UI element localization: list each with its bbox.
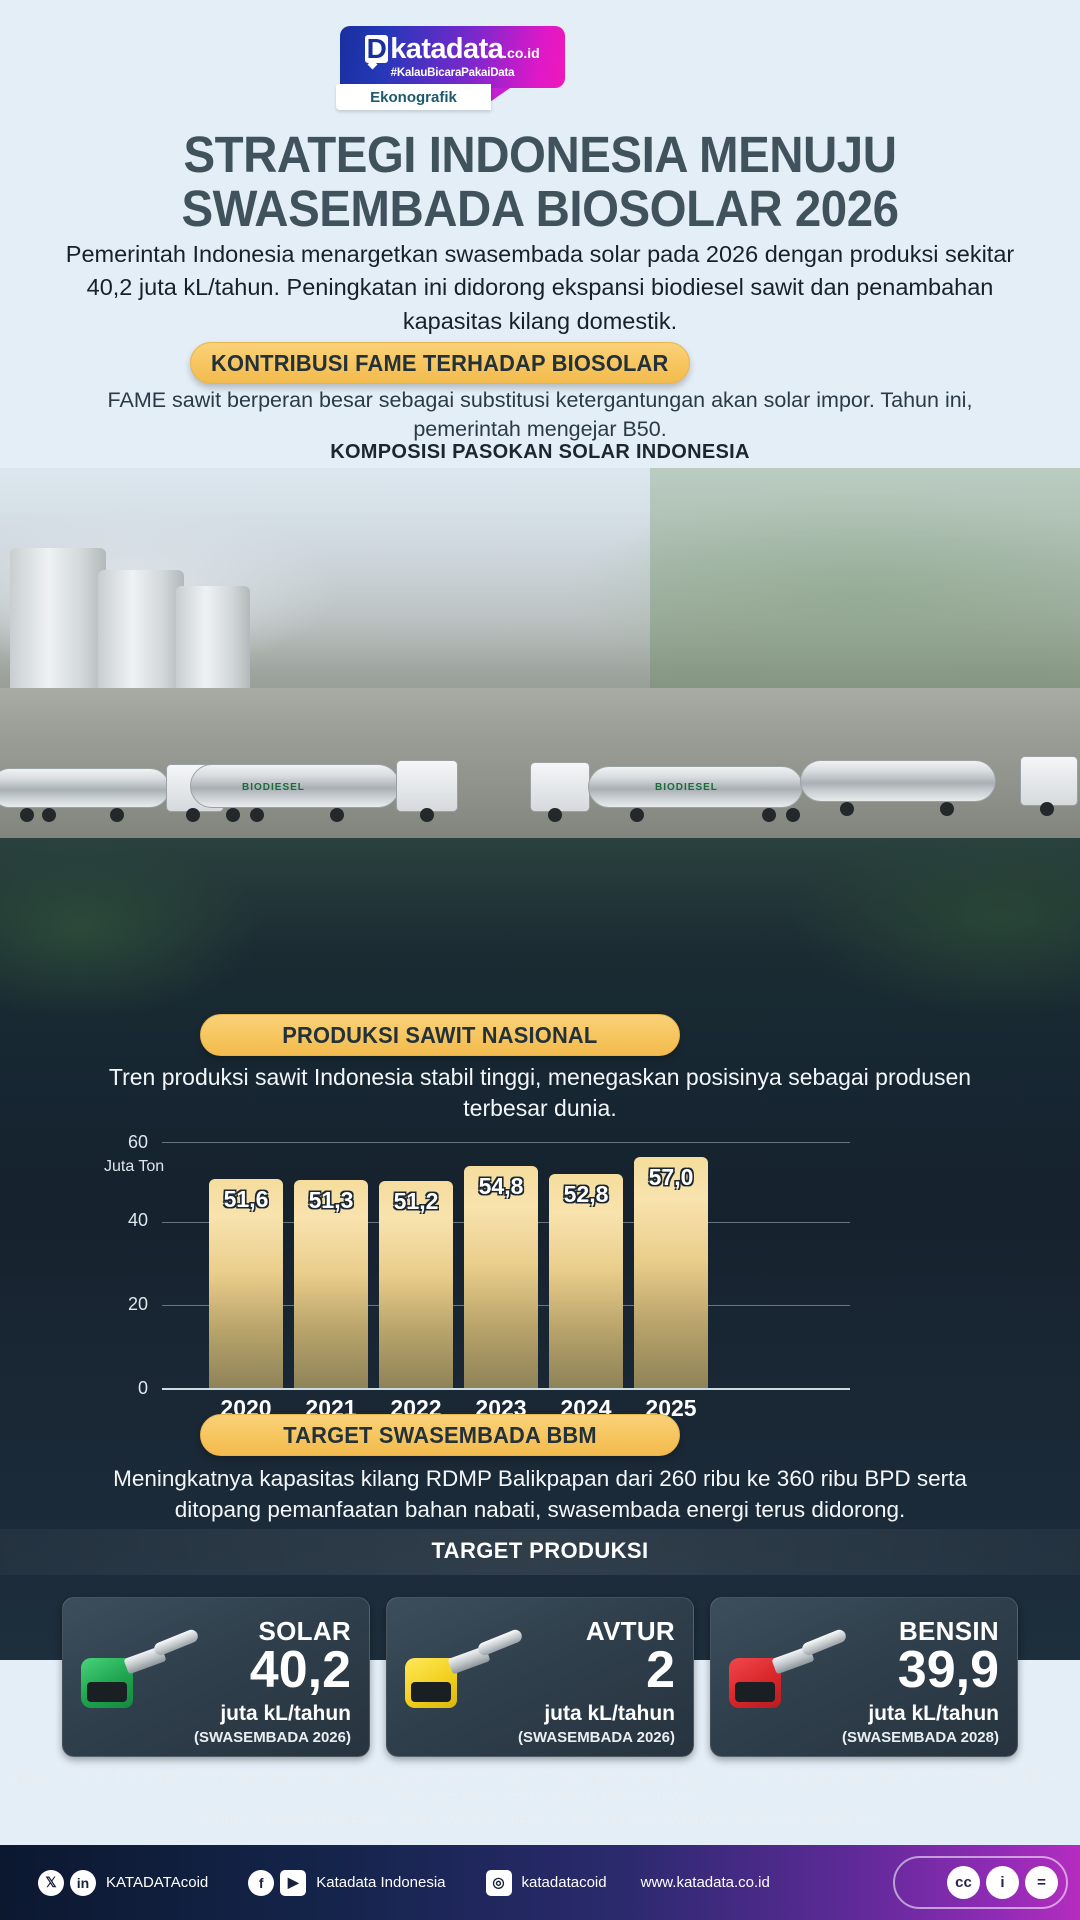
- tanker-truck-right: BIODIESEL: [530, 752, 830, 832]
- page-subtitle: Pemerintah Indonesia menargetkan swasemb…: [65, 241, 1015, 334]
- bar-label-2025: 57,0: [648, 1164, 694, 1190]
- chart2-axis-line: [162, 1388, 850, 1390]
- target-card-avtur[interactable]: AVTUR 2 juta kL/tahun (SWASEMBADA 2026): [386, 1597, 694, 1757]
- footer-handle-fb: Katadata Indonesia: [316, 1874, 446, 1891]
- card-note-bensin: (SWASEMBADA 2028): [842, 1729, 999, 1746]
- storage-tanks: [10, 528, 260, 698]
- chart2-ytick-20: 20: [127, 1294, 148, 1314]
- target-card-solar[interactable]: SOLAR 40,2 juta kL/tahun (SWASEMBADA 202…: [62, 1597, 370, 1757]
- logo-ribbon-label: Ekonografik: [370, 88, 457, 106]
- footnotes: KETERANGAN: KL (KILOLITER) | B50 (CAMPUR…: [0, 1768, 1080, 1831]
- bar-label-2024: 52,8: [563, 1181, 609, 1207]
- logo-badge: D katadata .co.id #KalauBicaraPakaiData: [340, 26, 565, 88]
- footer-handle-ig: katadatacoid: [521, 1874, 607, 1891]
- card-value-bensin: 39,9: [897, 1641, 999, 1699]
- target-card-bensin[interactable]: BENSIN 39,9 juta kL/tahun (SWASEMBADA 20…: [710, 1597, 1018, 1757]
- page-title: STRATEGI INDONESIA MENUJU SWASEMBADA BIO…: [38, 126, 1042, 238]
- footer-website-url: www.katadata.co.id: [640, 1874, 770, 1891]
- bar-label-2021: 51,3: [308, 1187, 354, 1213]
- bar-2020: [209, 1179, 283, 1388]
- creative-commons-badges: cc i =: [947, 1866, 1058, 1899]
- target-cards: SOLAR 40,2 juta kL/tahun (SWASEMBADA 202…: [62, 1597, 1018, 1757]
- logo-hashtag: #KalauBicaraPakaiData: [390, 67, 515, 79]
- refinery-photo-band: BIODIESEL BIODIESEL: [0, 468, 1080, 838]
- logo-tail-shape: [487, 86, 513, 104]
- footer-social-ig[interactable]: ◎ katadatacoid: [485, 1869, 607, 1896]
- chart-komposisi-pasokan-solar: 40 30 20 10 0 Juta Kiloliter 8,4 3,2 19,…: [0, 468, 1080, 1273]
- footer-social-x-linkedin[interactable]: 𝕏 in KATADATAcoid: [38, 1869, 209, 1896]
- section2-description: Tren produksi sawit Indonesia stabil tin…: [108, 1064, 972, 1122]
- page-title-line2: SWASEMBADA BIOSOLAR 2026: [181, 180, 899, 238]
- chart2-ytick-60: 60: [127, 1132, 148, 1152]
- card-note-solar: (SWASEMBADA 2026): [194, 1729, 351, 1746]
- footer-social-fb-yt[interactable]: f ▶ Katadata Indonesia: [248, 1869, 446, 1896]
- section3-description: Meningkatnya kapasitas kilang RDMP Balik…: [113, 1466, 967, 1523]
- fuel-nozzle-icon: [403, 1624, 524, 1716]
- youtube-icon[interactable]: ▶: [280, 1869, 307, 1896]
- bar-label-2020: 51,6: [223, 1186, 269, 1212]
- section1-description: FAME sawit berperan besar sebagai substi…: [107, 388, 973, 442]
- page-title-line1: STRATEGI INDONESIA MENUJU: [183, 126, 897, 183]
- card-note-avtur: (SWASEMBADA 2026): [518, 1729, 675, 1746]
- card-value-solar: 40,2: [249, 1641, 351, 1699]
- bar-label-2023: 54,8: [478, 1173, 524, 1199]
- footnote-keterangan: KETERANGAN: KL (KILOLITER) | B50 (CAMPUR…: [2, 1770, 1078, 1804]
- tanker-truck-biodiesel: BIODIESEL: [190, 752, 470, 832]
- target-produksi-band: [0, 1529, 1080, 1575]
- section1-banner-label: KONTRIBUSI FAME TERHADAP BIOSOLAR: [211, 349, 669, 376]
- card-title-solar: SOLAR: [258, 1616, 351, 1646]
- card-unit-bensin: juta kL/tahun: [868, 1702, 999, 1725]
- cc-by-icon: i: [986, 1866, 1019, 1899]
- footer-handle-social: KATADATAcoid: [106, 1874, 209, 1891]
- bar-2022: [379, 1181, 453, 1388]
- chart2-ytick-40: 40: [127, 1210, 148, 1230]
- x-icon[interactable]: 𝕏: [38, 1869, 64, 1896]
- chart2-gridline: [162, 1142, 850, 1143]
- card-title-avtur: AVTUR: [585, 1616, 675, 1646]
- card-title-bensin: BENSIN: [898, 1616, 999, 1646]
- card-unit-avtur: juta kL/tahun: [544, 1702, 675, 1725]
- katadata-logo: D katadata .co.id #KalauBicaraPakaiData …: [336, 26, 740, 126]
- section3-banner-label: TARGET SWASEMBADA BBM: [283, 1421, 597, 1448]
- footer-website[interactable]: www.katadata.co.id: [641, 1874, 770, 1891]
- bar-2024: [549, 1174, 623, 1388]
- cc-icon: cc: [947, 1866, 980, 1899]
- section2-banner: PRODUKSI SAWIT NASIONAL: [200, 1014, 680, 1056]
- section2-banner-label: PRODUKSI SAWIT NASIONAL: [282, 1021, 598, 1048]
- section3-banner: TARGET SWASEMBADA BBM: [200, 1414, 680, 1456]
- footnote-sumber: SUMBER: KEMENTERIAN ESDM, GAPKI, BAKOM R…: [197, 1813, 883, 1828]
- bar-2023: [464, 1166, 538, 1388]
- fuel-nozzle-icon: [79, 1624, 200, 1716]
- bar-2025: [634, 1157, 708, 1388]
- bar-2021: [294, 1180, 368, 1388]
- linkedin-icon[interactable]: in: [70, 1869, 96, 1896]
- cc-nd-icon: =: [1025, 1866, 1058, 1899]
- fuel-nozzle-icon: [727, 1624, 848, 1716]
- logo-d-mark: D: [365, 33, 389, 64]
- chart1-title: KOMPOSISI PASOKAN SOLAR INDONESIA: [330, 441, 750, 463]
- logo-ribbon: Ekonografik: [336, 84, 491, 110]
- target-produksi-title: TARGET PRODUKSI: [431, 1538, 649, 1563]
- chart2-ytick-0: 0: [137, 1378, 148, 1398]
- card-value-avtur: 2: [646, 1641, 675, 1699]
- logo-wordmark: katadata: [390, 33, 504, 65]
- bar-label-2022: 51,2: [393, 1188, 439, 1214]
- facebook-icon[interactable]: f: [248, 1869, 275, 1896]
- logo-domain: .co.id: [503, 45, 540, 61]
- dark-section-background: [0, 838, 1080, 1660]
- section1-banner: KONTRIBUSI FAME TERHADAP BIOSOLAR: [190, 342, 690, 384]
- palm-background: [650, 468, 1080, 698]
- instagram-icon[interactable]: ◎: [485, 1869, 512, 1896]
- chart2-yaxis-unit: Juta Ton: [104, 1158, 165, 1175]
- card-unit-solar: juta kL/tahun: [220, 1702, 351, 1725]
- tanker-truck-far-right: [800, 752, 1080, 832]
- creative-commons-outline: [893, 1856, 1068, 1909]
